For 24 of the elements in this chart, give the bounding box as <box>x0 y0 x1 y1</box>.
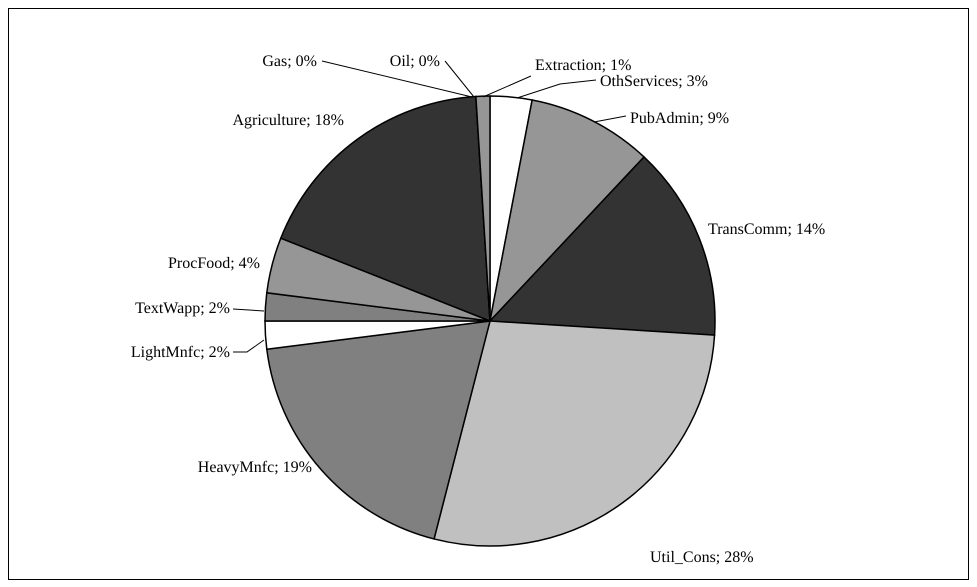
data-label: ; 3% <box>678 73 708 90</box>
data-label: ; 19% <box>274 459 312 476</box>
slice-label: Util_Cons <box>650 549 716 566</box>
data-label: ; 28% <box>716 549 754 566</box>
data-label: ; 14% <box>787 221 826 238</box>
slice-label: ProcFood <box>168 255 230 272</box>
slice-label: TextWapp <box>135 300 200 317</box>
data-label: ; 18% <box>306 112 344 129</box>
slice-label: HeavyMnfc <box>198 459 274 476</box>
text: ; 0% <box>410 53 440 70</box>
slice-label: LightMnfc <box>130 344 200 361</box>
data-label: ; 9% <box>699 110 730 127</box>
data-label: ; 1% <box>602 57 632 74</box>
slice-label: Extraction <box>535 57 602 74</box>
data-label: ; 4% <box>230 255 260 272</box>
data-label: ; 2% <box>200 344 230 361</box>
category-label: Oil <box>390 53 410 70</box>
slice-label: Agriculture <box>232 112 306 129</box>
text: ; 0% <box>287 53 317 70</box>
slice-label: OthServices <box>600 73 678 90</box>
data-label: ; 2% <box>200 300 230 317</box>
slice-label: TransComm <box>708 221 788 238</box>
slice-label: PubAdmin <box>630 110 700 127</box>
category-label: Gas <box>262 53 288 70</box>
